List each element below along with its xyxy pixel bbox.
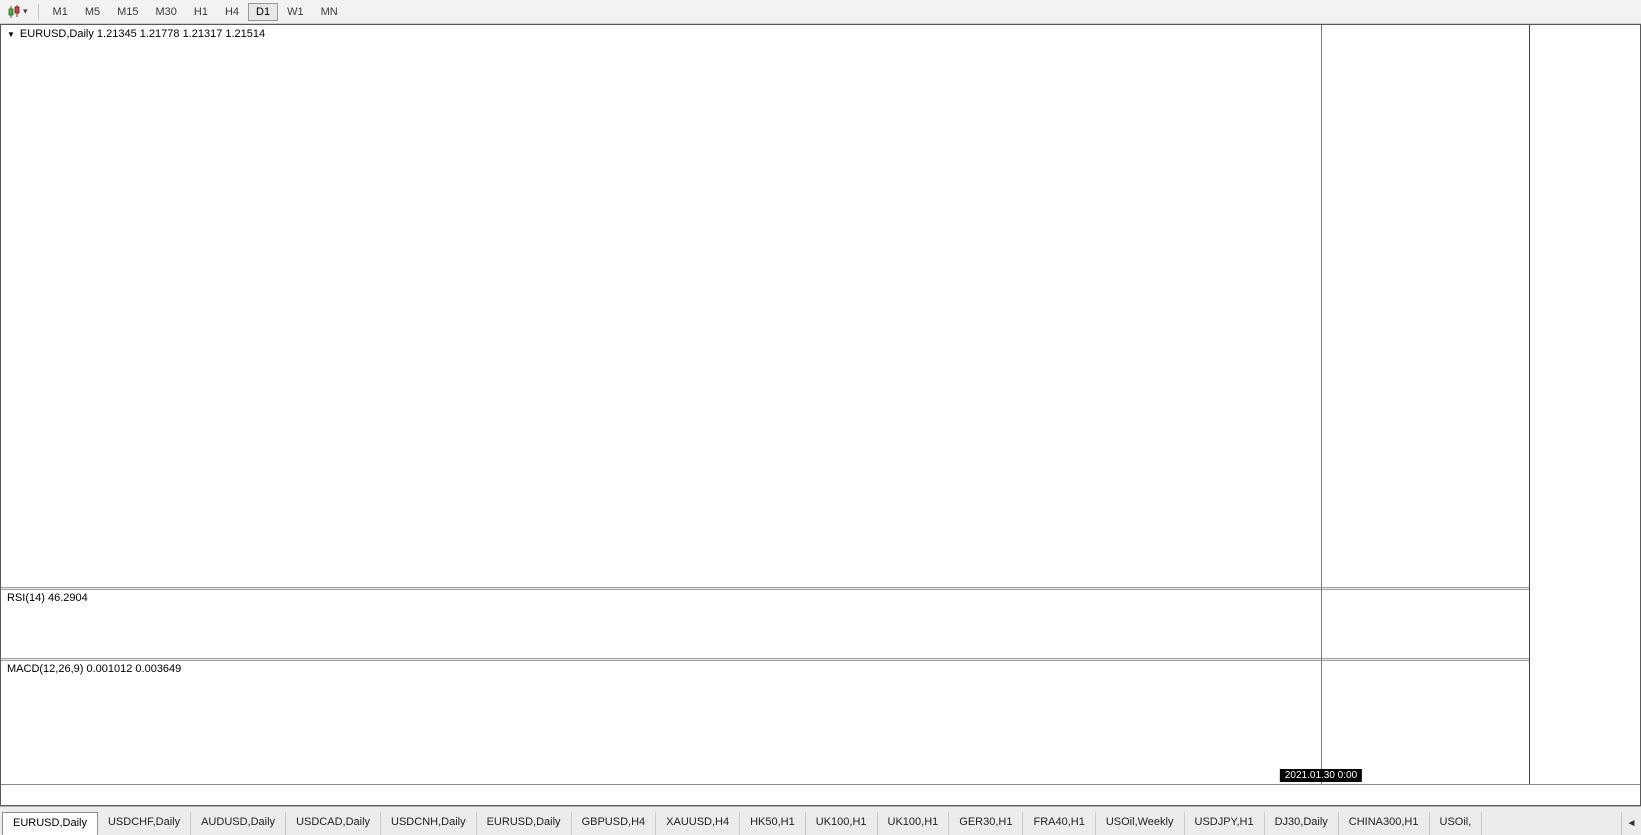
chart-window: ▼ EURUSD,Daily 1.21345 1.21778 1.21317 1… [0, 24, 1641, 806]
vertical-line-date-label: 2021.01.30 0:00 [1279, 769, 1363, 782]
chart-tab-china300-h1[interactable]: CHINA300,H1 [1339, 812, 1430, 835]
rsi-panel[interactable]: RSI(14) 46.2904 [1, 590, 1529, 658]
chart-type-caret-icon[interactable]: ▾ [23, 6, 28, 16]
chart-tab-usoil-weekly[interactable]: USOil,Weekly [1096, 812, 1185, 835]
chart-tab-fra40-h1[interactable]: FRA40,H1 [1023, 812, 1096, 835]
macd-panel[interactable]: MACD(12,26,9) 0.001012 0.003649 [1, 661, 1529, 784]
chart-tab-xauusd-h4[interactable]: XAUUSD,H4 [656, 812, 741, 835]
chart-tab-eurusd-daily[interactable]: EURUSD,Daily [477, 812, 572, 835]
chart-tab-usdjpy-h1[interactable]: USDJPY,H1 [1185, 812, 1265, 835]
panel-splitter-macd[interactable] [1, 658, 1640, 661]
tabs-scroll-left-button[interactable]: ◄ [1621, 812, 1641, 835]
chart-type-icon[interactable] [5, 3, 23, 21]
chart-tab-usdcad-daily[interactable]: USDCAD,Daily [286, 812, 382, 835]
panel-splitter-rsi[interactable] [1, 587, 1640, 590]
macd-chart [1, 661, 1529, 784]
timeframe-button-d1[interactable]: D1 [248, 2, 279, 21]
chart-tab-usdcnh-daily[interactable]: USDCNH,Daily [381, 812, 477, 835]
chart-tab-uk100-h1[interactable]: UK100,H1 [878, 812, 950, 835]
timeframe-button-h4[interactable]: H4 [224, 5, 240, 18]
timeframe-button-m30[interactable]: M30 [155, 5, 177, 18]
chart-tab-eurusd-daily[interactable]: EURUSD,Daily [2, 812, 98, 835]
timeframe-button-h1[interactable]: H1 [193, 5, 208, 18]
chart-tabs-bar: EURUSD,Daily USDCHF,Daily AUDUSD,Daily USDC… [0, 806, 1641, 835]
rsi-chart [1, 590, 1529, 658]
chart-title-text: EURUSD,Daily 1.21345 1.21778 1.21317 1.2… [19, 28, 266, 40]
timeframe-buttons: M1 M5 M15 M30 H1 H4 D1 W1 MN [45, 2, 346, 21]
candlestick-chart [1, 25, 1529, 587]
timeframe-button-m5[interactable]: M5 [84, 5, 101, 18]
time-axis[interactable] [1, 784, 1640, 805]
rsi-label: RSI(14) 46.2904 [7, 592, 88, 604]
timeframe-button-mn[interactable]: MN [320, 5, 338, 18]
chart-tab-usoil-[interactable]: USOil, [1430, 812, 1483, 835]
chart-tab-dj30-daily[interactable]: DJ30,Daily [1265, 812, 1339, 835]
timeframe-button-m15[interactable]: M15 [117, 5, 139, 18]
timeframe-button-m1[interactable]: M1 [52, 5, 68, 18]
timeframe-button-w1[interactable]: W1 [287, 5, 304, 18]
vertical-line-2021-01-30[interactable] [1321, 25, 1322, 784]
toolbar: ▾ M1 M5 M15 M30 H1 H4 D1 W1 MN [0, 0, 1641, 24]
chart-tab-usdchf-daily[interactable]: USDCHF,Daily [98, 812, 192, 835]
price-axis[interactable] [1529, 25, 1640, 784]
toolbar-separator [37, 3, 39, 20]
chart-tab-hk50-h1[interactable]: HK50,H1 [740, 812, 806, 835]
main-chart-panel[interactable]: ▼ EURUSD,Daily 1.21345 1.21778 1.21317 1… [1, 25, 1529, 587]
title-caret-icon: ▼ [7, 29, 15, 39]
chart-tabs: EURUSD,Daily USDCHF,Daily AUDUSD,Daily USDC… [0, 812, 1621, 835]
chart-tab-uk100-h1[interactable]: UK100,H1 [806, 812, 878, 835]
chart-tab-gbpusd-h4[interactable]: GBPUSD,H4 [572, 812, 657, 835]
chart-title: ▼ EURUSD,Daily 1.21345 1.21778 1.21317 1… [7, 28, 265, 40]
macd-label: MACD(12,26,9) 0.001012 0.003649 [7, 663, 182, 675]
chart-tab-ger30-h1[interactable]: GER30,H1 [949, 812, 1024, 835]
chart-tab-audusd-daily[interactable]: AUDUSD,Daily [191, 812, 287, 835]
